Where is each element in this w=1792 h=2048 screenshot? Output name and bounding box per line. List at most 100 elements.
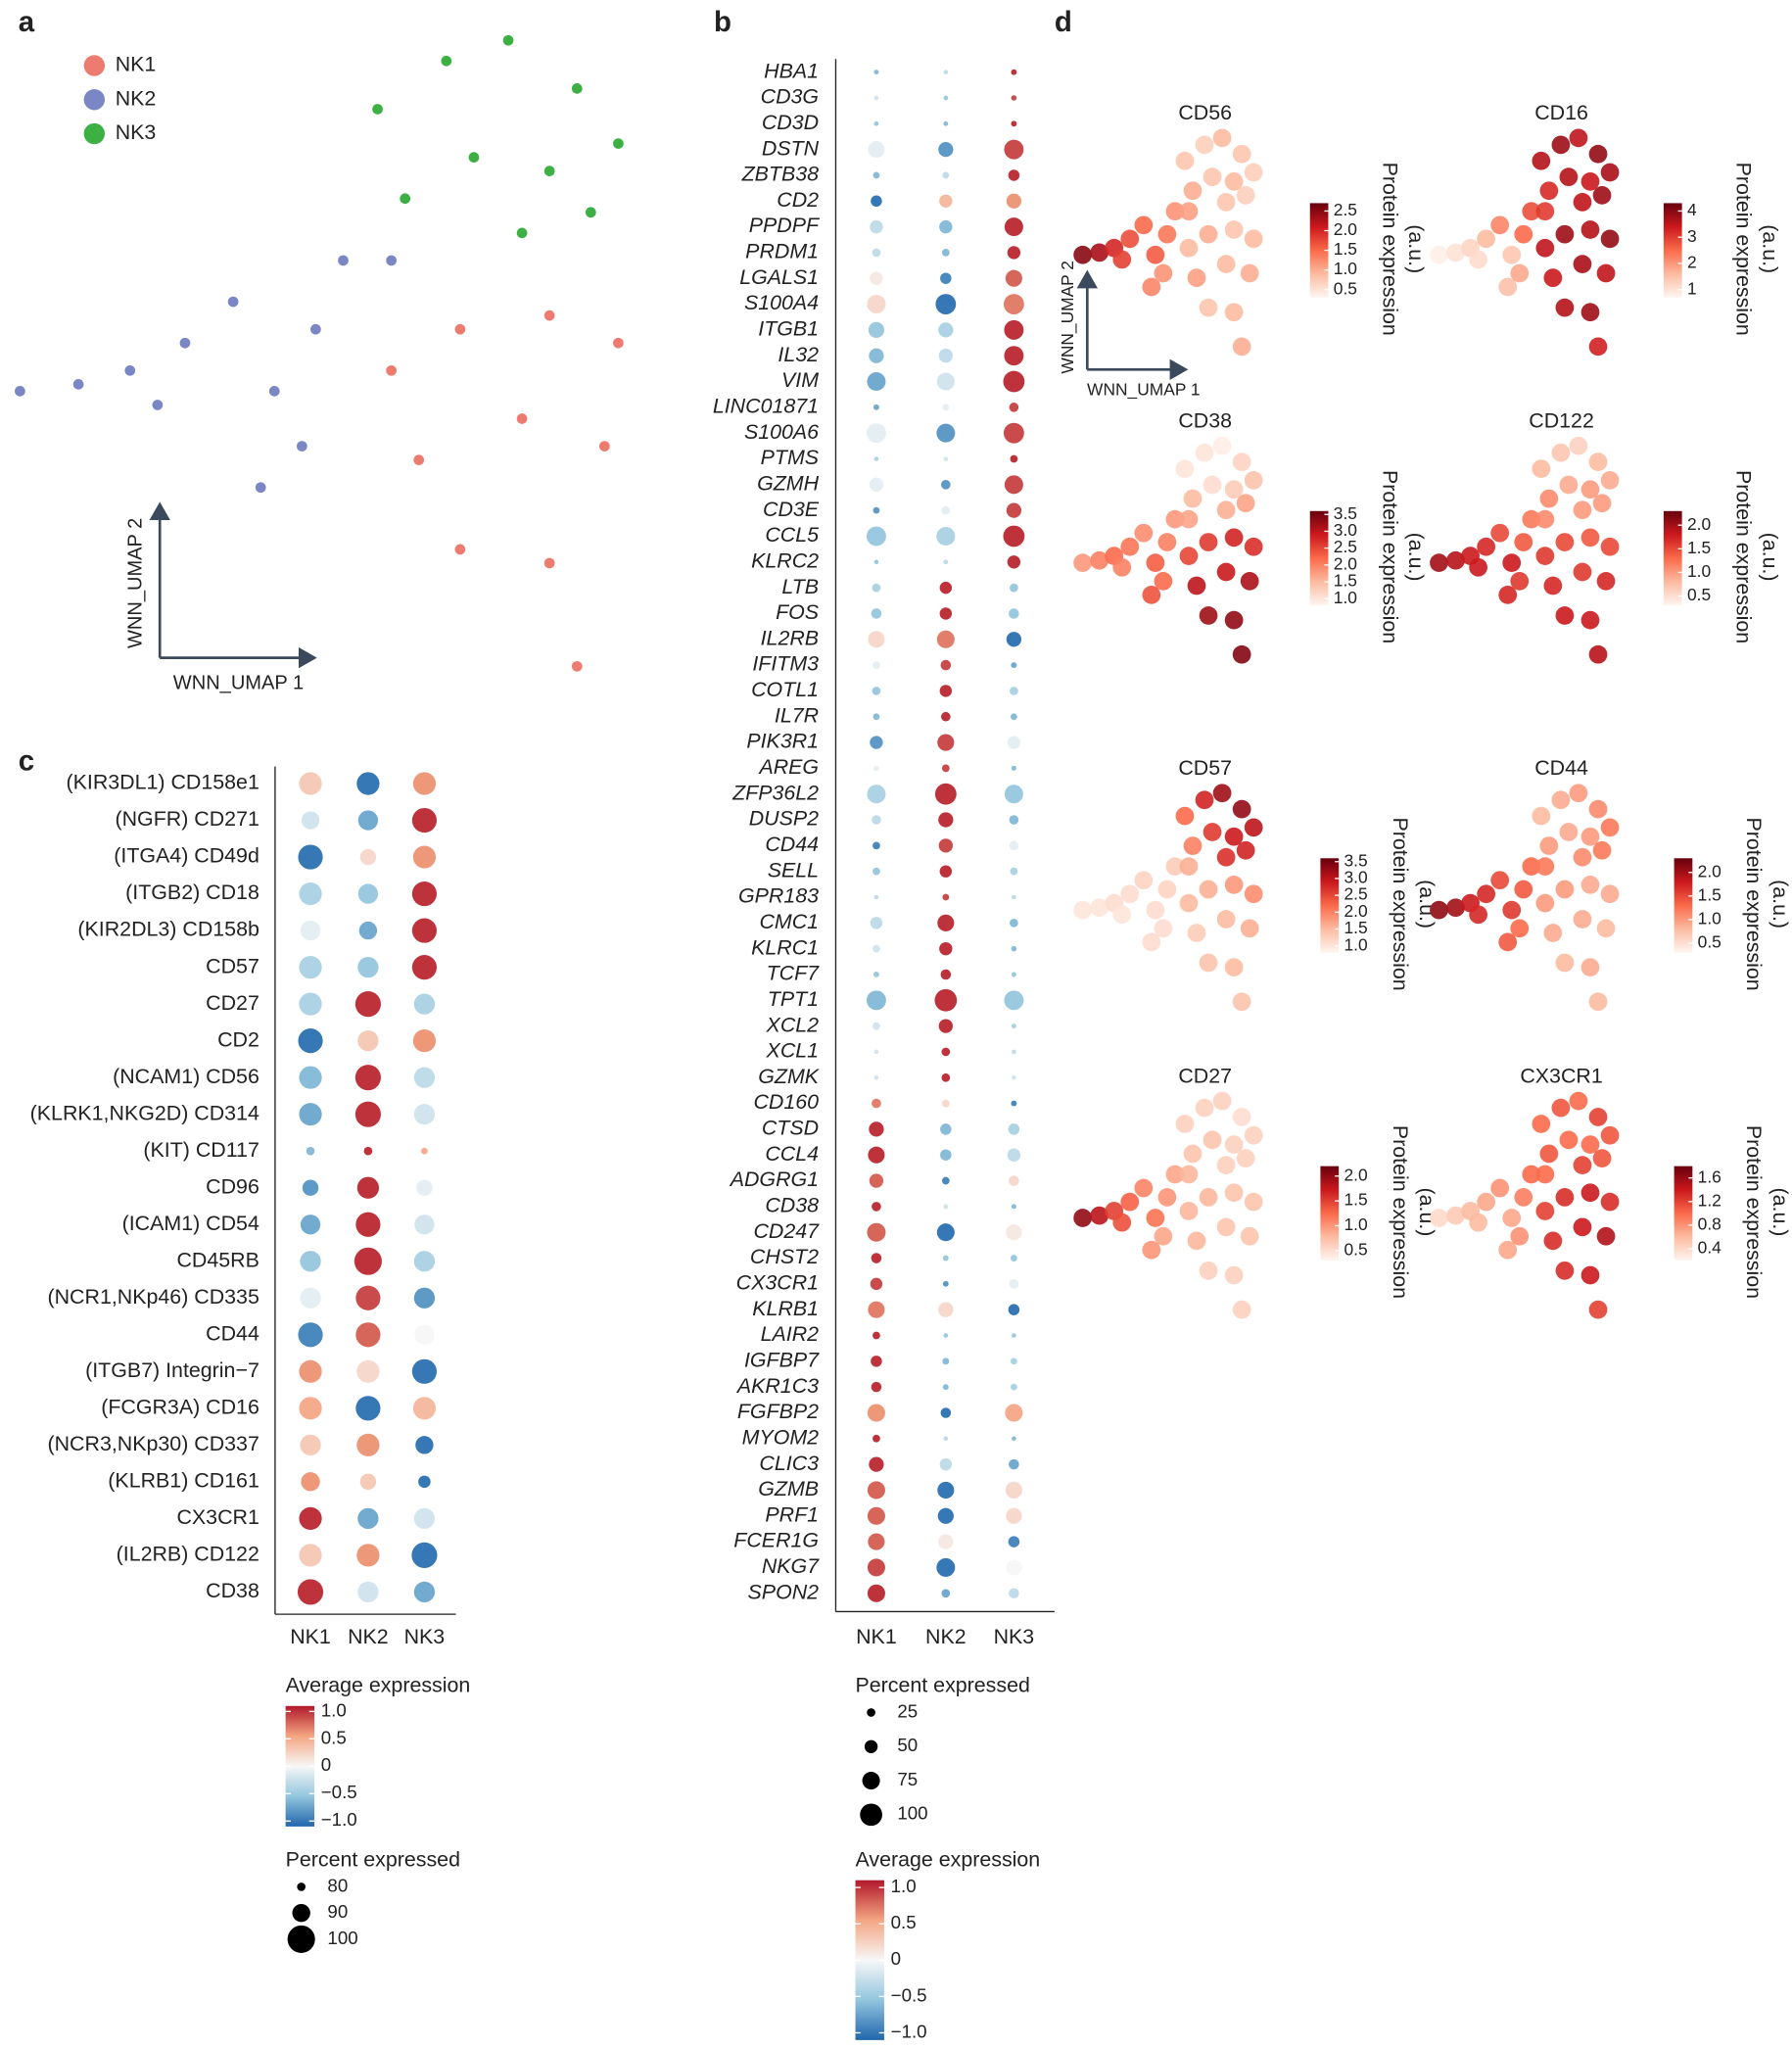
dot [1012,1333,1016,1338]
cell-point [1580,1183,1600,1203]
cell-point [1195,1098,1214,1118]
dot [356,772,380,795]
dot [868,321,885,338]
cell-point [1240,571,1259,591]
cell-point [1543,1231,1563,1251]
row-label: GZMK [758,1065,821,1088]
dot [872,404,879,410]
dot [938,1302,954,1317]
dot [941,1072,951,1082]
cell-point [1535,1202,1555,1220]
cell-point [1195,790,1214,810]
dot [868,631,885,648]
dot [1006,502,1022,518]
cell-point [1588,799,1608,819]
row-label: PTMS [761,446,820,469]
panel-letter: d [1055,6,1072,38]
dot [1011,1204,1016,1210]
dot [941,711,951,722]
dot [942,893,950,901]
cell-point [1240,263,1259,283]
cell-point [599,441,610,452]
row-label: GZMH [757,471,820,495]
cell-point [1224,1265,1244,1285]
cell-point [1569,436,1588,455]
cell-point [1216,562,1236,582]
dot [1010,713,1017,721]
dot [363,1146,373,1156]
dot [936,630,955,648]
dot [871,608,882,619]
dot [298,844,323,870]
dot [1011,765,1016,771]
colorbar-tick-label: 0.5 [321,1727,347,1747]
dot [1010,583,1018,593]
cell-point [413,454,425,465]
cell-point [1596,571,1616,591]
cell-point [1535,202,1555,221]
dot [871,195,882,208]
row-label: PIK3R1 [746,730,819,753]
dot [943,70,949,74]
dot [413,1287,436,1309]
dot [298,1322,323,1348]
row-label: AKR1C3 [735,1374,819,1398]
colorbar-tick-label: 1.0 [1698,908,1721,928]
cell-point [1165,1165,1185,1184]
cell-point [1551,790,1571,810]
cell-point [1179,1165,1199,1184]
cell-point [1592,494,1612,513]
cell-point [1600,818,1620,837]
dot [299,955,322,979]
colorbar [1674,1166,1693,1261]
cell-point [1573,562,1592,582]
cell-point [152,400,164,410]
colorbar-label: Protein expression [1732,163,1756,336]
dot [1010,687,1018,695]
row-label: FOS [776,600,820,624]
cell-point [1212,128,1232,148]
cell-point [1073,245,1092,264]
dot [873,1049,879,1055]
dot [939,581,953,595]
cell-point [441,55,452,67]
colorbar-tick-label: −0.5 [321,1782,357,1802]
dot [1010,1383,1017,1391]
row-label: (NGFR) CD271 [115,807,259,831]
colorbar-tick-label: 1.5 [1344,1190,1368,1210]
cell-point [1600,884,1620,904]
row-label: KLRB1 [752,1297,819,1320]
cell-point [1600,537,1620,556]
dot [413,1581,436,1603]
row-label: (KIR3DL1) CD158e1 [66,771,259,794]
cell-point [1134,215,1154,235]
size-legend-dot [860,1803,882,1827]
dot [1010,867,1018,876]
colorbar-tick-label: −0.5 [891,1984,927,2005]
dot [873,456,879,461]
cell-point [613,337,624,349]
cell-point [1134,1178,1154,1198]
cell-point [1236,186,1255,205]
dot [299,772,322,795]
dot [1003,525,1025,548]
cell-point [1555,880,1575,899]
colorbar-tick-label: 1.5 [1344,918,1368,937]
x-axis-label: WNN_UMAP 1 [173,673,304,694]
size-legend-label: 25 [897,1700,918,1721]
dot [938,141,954,158]
dot [943,559,949,565]
colorbar-tick-label: 2 [1687,253,1697,272]
group-label: NK2 [925,1625,967,1648]
colorbar-tick-label: 0.5 [1698,932,1721,952]
cell-point [1580,876,1600,894]
row-label: SPON2 [748,1580,820,1603]
colorbar-label: Protein expression [1742,1125,1766,1299]
colorbar-tick-label: 0.5 [1334,278,1357,298]
dot [939,941,953,956]
cell-point [585,207,596,218]
cell-point [1477,229,1496,249]
cell-point [516,227,528,239]
cell-point [1430,553,1448,572]
cell-point [1175,806,1195,826]
